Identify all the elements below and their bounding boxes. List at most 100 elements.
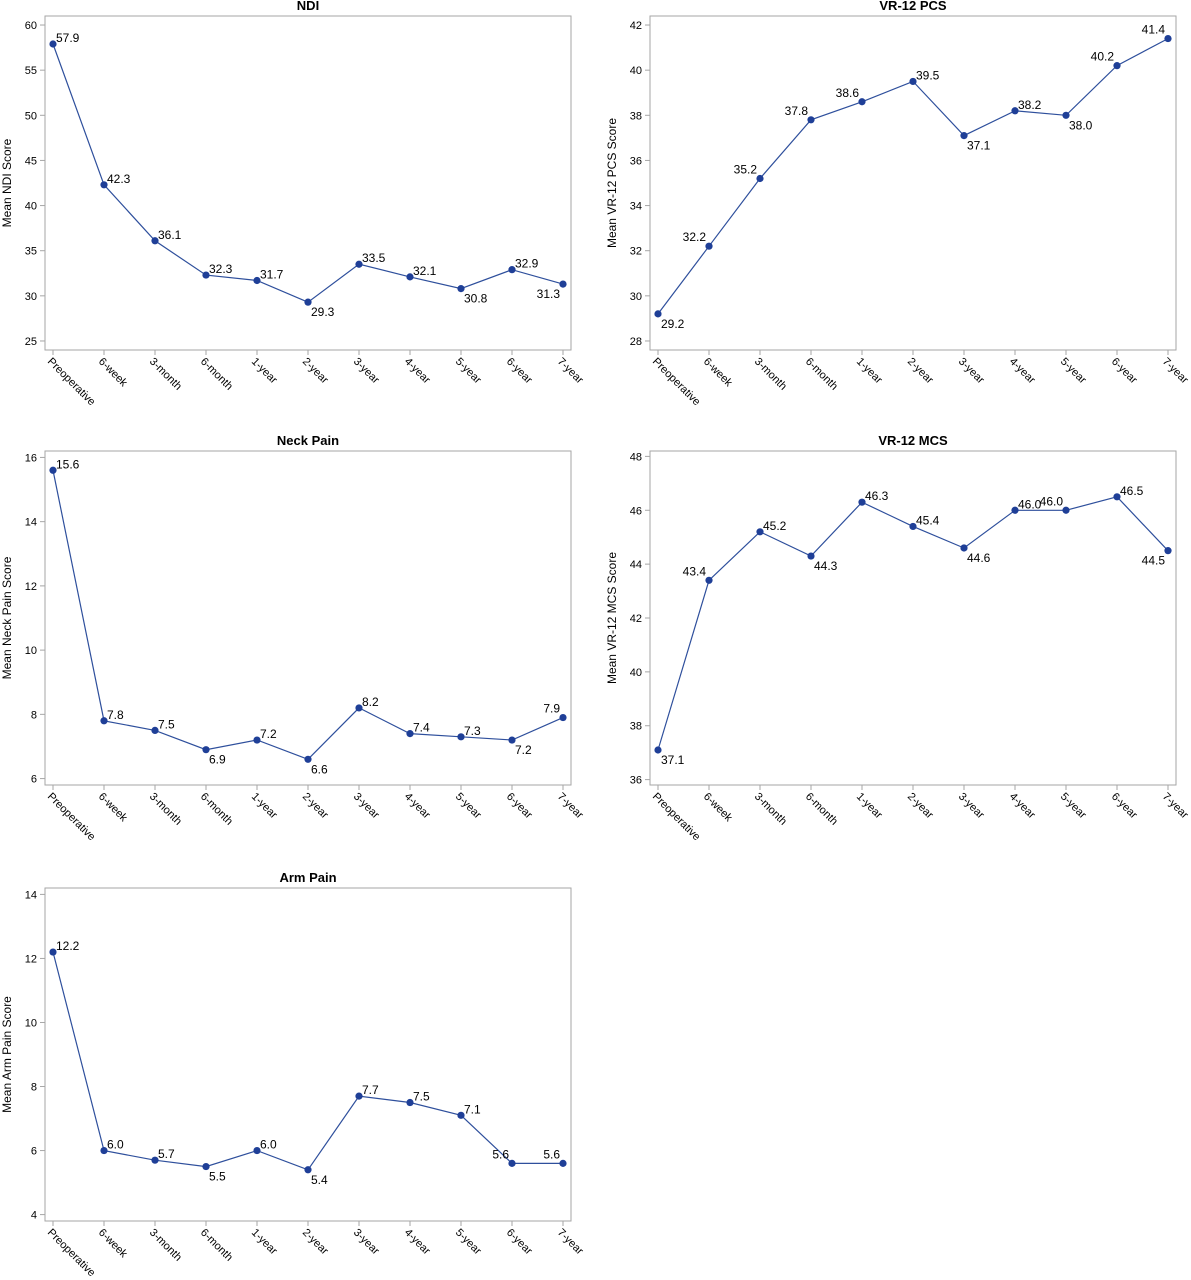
y-tick-label: 42 (630, 20, 642, 32)
data-point (756, 528, 764, 536)
data-label: 35.2 (734, 162, 758, 176)
data-point (355, 1092, 363, 1100)
data-point (909, 522, 917, 531)
x-tick-label: Preoperative (45, 356, 98, 409)
x-tick-label: Preoperative (45, 791, 98, 844)
data-label: 38.0 (1069, 118, 1093, 132)
x-tick-label: 1-year (854, 791, 885, 822)
data-label: 45.2 (763, 519, 787, 533)
x-tick-label: 7-year (555, 791, 586, 822)
y-tick-label: 14 (25, 517, 37, 529)
series-line (657, 496, 1169, 751)
x-tick-label: 6-month (803, 356, 840, 393)
y-tick-label: 12 (25, 581, 37, 593)
data-point (304, 298, 312, 306)
data-point (858, 498, 866, 506)
chart-panel: NDI Mean NDI Score 25 30 35 40 45 50 55 60 Preoper… (0, 0, 586, 408)
data-point (508, 266, 516, 274)
y-tick-label: 35 (25, 246, 37, 258)
y-axis-label: Mean VR-12 PCS Score (605, 118, 619, 248)
y-tick-label: 38 (630, 721, 642, 733)
data-point (960, 132, 968, 140)
y-tick-label: 16 (25, 452, 37, 464)
x-tick-label: 6-week (701, 791, 735, 825)
data-label: 5.6 (492, 1147, 509, 1161)
x-tick-label: 6-month (198, 356, 235, 393)
data-point (406, 273, 414, 281)
data-point (807, 552, 815, 560)
data-point (49, 948, 57, 956)
x-tick-label: 6-year (504, 791, 535, 822)
data-label: 46.3 (865, 489, 889, 503)
data-label: 32.3 (209, 262, 233, 276)
data-label: 7.5 (158, 717, 175, 731)
data-label: 7.4 (413, 721, 430, 735)
data-point (253, 276, 261, 285)
data-point (406, 1098, 414, 1107)
series-line (52, 951, 563, 1171)
x-tick-label: 5-year (1058, 791, 1089, 822)
data-point (49, 40, 57, 48)
data-point (1164, 547, 1172, 555)
chart-panel: Arm Pain Mean Arm Pain Score 4 6 8 10 12 14 Preo… (0, 870, 586, 1279)
x-tick-label: 5-year (1058, 356, 1089, 387)
y-tick-label: 40 (25, 201, 37, 213)
y-tick-label: 38 (630, 110, 642, 122)
data-label: 44.5 (1142, 554, 1166, 568)
x-tick-label: 6-year (504, 1227, 535, 1258)
data-label: 46.5 (1120, 484, 1144, 498)
data-label: 8.2 (362, 695, 379, 709)
x-tick-label: 3-year (956, 356, 987, 387)
data-label: 32.9 (515, 257, 539, 271)
data-label: 7.1 (464, 1102, 481, 1116)
x-tick-label: Preoperative (650, 356, 703, 409)
x-tick-label: 6-year (1109, 791, 1140, 822)
data-point (1113, 62, 1121, 70)
data-label: 6.9 (209, 753, 226, 767)
data-point (1062, 506, 1070, 514)
x-tick-label: 2-year (905, 356, 936, 387)
y-tick-label: 34 (630, 201, 642, 213)
x-tick-label: 6-week (701, 356, 735, 390)
data-point (559, 280, 567, 288)
x-tick-label: 6-month (198, 791, 235, 828)
x-tick-label: 5-year (453, 1227, 484, 1258)
x-tick-label: 1-year (854, 356, 885, 387)
data-label: 37.1 (967, 139, 991, 153)
data-point (1011, 506, 1019, 514)
y-tick-label: 8 (31, 1082, 37, 1094)
data-label: 38.2 (1018, 98, 1042, 112)
y-axis-label: Mean NDI Score (0, 138, 14, 227)
data-point (457, 285, 465, 293)
x-tick-label: 3-month (752, 791, 789, 828)
data-label: 5.7 (158, 1147, 175, 1161)
x-tick-label: 1-year (249, 1227, 280, 1258)
data-label: 44.3 (814, 559, 838, 573)
data-label: 7.2 (260, 727, 277, 741)
y-tick-label: 30 (25, 291, 37, 303)
data-point (151, 237, 159, 245)
data-point (355, 704, 363, 712)
data-point (960, 544, 968, 552)
data-label: 45.4 (916, 513, 940, 527)
data-label: 31.7 (260, 267, 284, 281)
data-point (654, 310, 662, 318)
data-label: 7.8 (107, 708, 124, 722)
y-tick-label: 25 (25, 336, 37, 348)
x-tick-label: 3-month (147, 1227, 184, 1264)
data-point (49, 466, 57, 474)
data-label: 5.6 (543, 1147, 560, 1161)
x-tick-label: 1-year (249, 791, 280, 822)
x-tick-label: Preoperative (45, 1227, 98, 1280)
data-point (705, 576, 713, 584)
x-tick-label: 3-year (351, 1227, 382, 1258)
data-point (253, 736, 261, 744)
data-label: 29.2 (661, 317, 685, 331)
data-point (151, 726, 159, 735)
chart-panel: VR-12 MCS Mean VR-12 MCS Score 36 38 40 42 44 4… (605, 433, 1191, 843)
data-point (457, 733, 465, 741)
data-label: 32.2 (683, 230, 707, 244)
y-axis-label: Mean VR-12 MCS Score (605, 552, 619, 684)
y-tick-label: 12 (25, 953, 37, 965)
